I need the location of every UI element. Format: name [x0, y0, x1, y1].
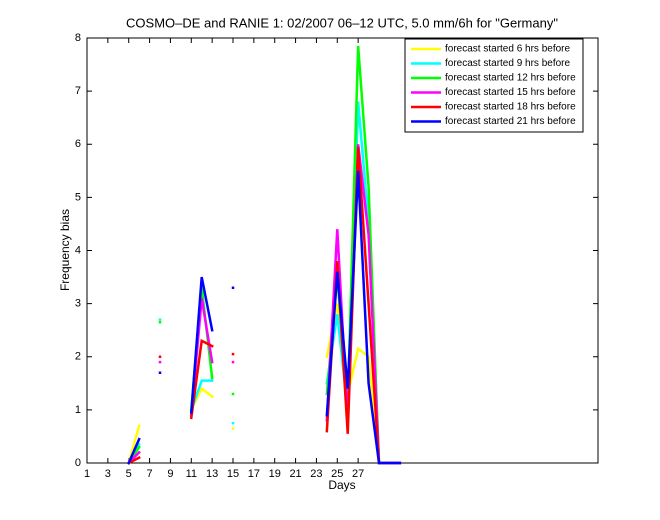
x-tick-label: 3 — [105, 468, 111, 480]
legend-label: forecast started 21 hrs before — [445, 116, 576, 127]
x-tick-label: 9 — [167, 468, 173, 480]
y-axis-label: Frequency bias — [58, 209, 72, 291]
x-tick-label: 25 — [331, 468, 343, 480]
x-tick-label: 7 — [147, 468, 153, 480]
x-tick-label: 21 — [289, 468, 301, 480]
y-tick-label: 4 — [75, 244, 81, 256]
x-tick-label: 1 — [84, 468, 90, 480]
x-tick-label: 13 — [206, 468, 218, 480]
y-tick-label: 0 — [75, 457, 81, 469]
x-tick-label: 23 — [310, 468, 322, 480]
x-tick-label: 15 — [227, 468, 239, 480]
x-tick-label: 27 — [352, 468, 364, 480]
series-line — [127, 146, 402, 465]
y-tick-label: 1 — [75, 404, 81, 416]
y-tick-label: 3 — [75, 298, 81, 310]
series-line — [127, 170, 402, 465]
chart-title: COSMO–DE and RANIE 1: 02/2007 06–12 UTC,… — [126, 15, 558, 30]
y-tick-label: 2 — [75, 351, 81, 363]
legend-label: forecast started 9 hrs before — [445, 58, 571, 69]
y-tick-label: 5 — [75, 191, 81, 203]
legend-label: forecast started 18 hrs before — [445, 102, 576, 113]
legend-box — [404, 38, 584, 133]
x-tick-label: 5 — [126, 468, 132, 480]
legend-label: forecast started 12 hrs before — [445, 73, 576, 84]
x-tick-label: 19 — [269, 468, 281, 480]
x-tick-label: 11 — [186, 468, 197, 480]
y-tick-label: 6 — [75, 138, 81, 150]
legend-label: forecast started 15 hrs before — [445, 87, 576, 98]
x-axis-label: Days — [328, 478, 355, 492]
series-line — [126, 144, 402, 465]
x-tick-label: 17 — [248, 468, 260, 480]
legend-label: forecast started 6 hrs before — [445, 44, 571, 55]
y-tick-label: 8 — [75, 32, 81, 44]
y-tick-label: 7 — [75, 85, 81, 97]
